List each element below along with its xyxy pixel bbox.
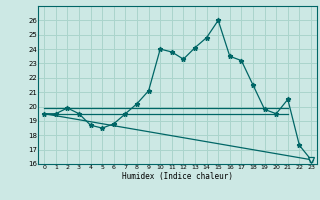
X-axis label: Humidex (Indice chaleur): Humidex (Indice chaleur) [122,172,233,181]
